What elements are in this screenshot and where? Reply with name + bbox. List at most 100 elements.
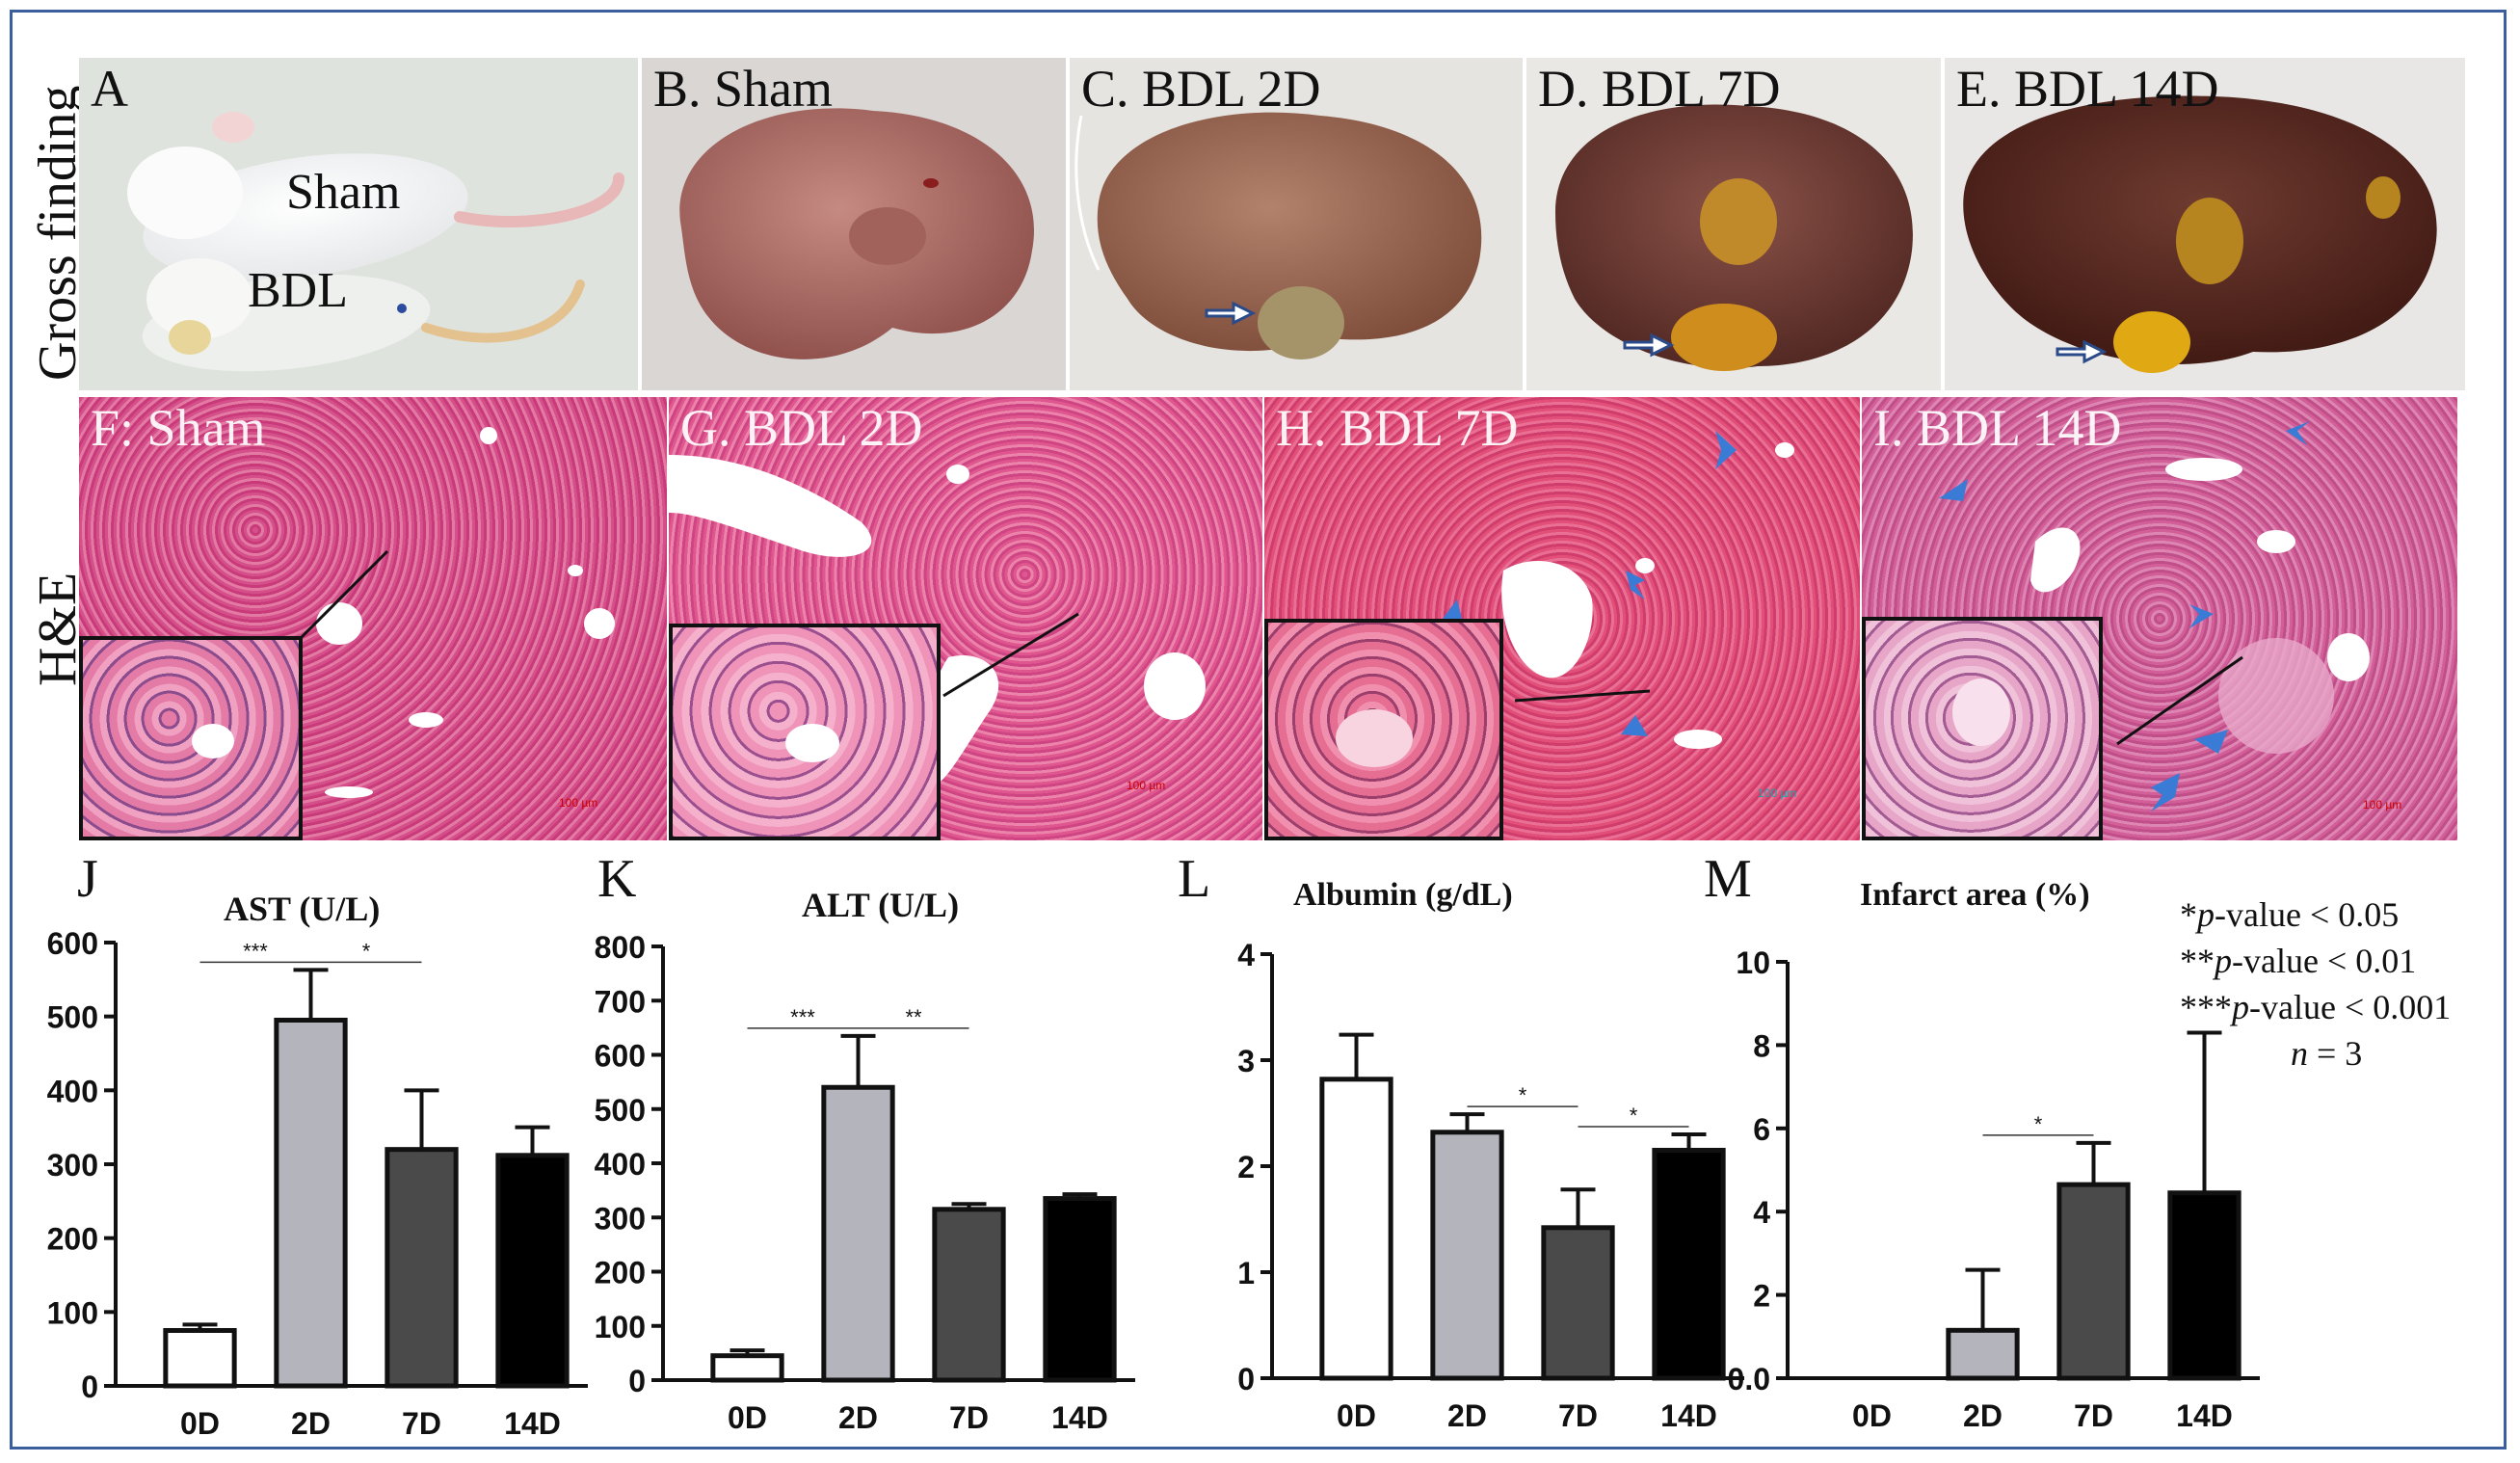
y-tick-label: 1 (1237, 1256, 1255, 1290)
figure-frame (10, 10, 2507, 1450)
arrowhead-i-5 (2151, 773, 2180, 811)
bar-2D (821, 1084, 895, 1383)
significance-label: * (362, 939, 371, 963)
arrowhead-i-4 (2194, 730, 2228, 754)
bar-14D (1043, 1196, 1117, 1383)
gross-panel-a: A Sham BDL (79, 58, 638, 390)
chart-letter-l: L (1178, 849, 1211, 909)
scale-bar-i: 100 µm (2363, 798, 2402, 811)
bar-14D (2167, 1190, 2241, 1381)
arrowhead-h-2 (1626, 571, 1645, 599)
panel-label-g: G. BDL 2D (680, 399, 923, 457)
y-tick-label: 3 (1237, 1044, 1255, 1078)
y-tick-label: 500 (47, 1000, 98, 1035)
significance-label: *** (243, 939, 268, 963)
panel-label-i: I. BDL 14D (1873, 399, 2122, 457)
y-tick-label: 6 (1753, 1112, 1770, 1147)
liver-bdl-7d-photo (1555, 104, 1913, 371)
scale-bar-f: 100 µm (559, 796, 598, 810)
he-bdl-14d-micrograph (1939, 421, 2370, 811)
gallbladder-arrow-d (1623, 332, 1675, 358)
chart-title-j: AST (U/L) (224, 890, 381, 928)
significance-legend: *p-value < 0.05 **p-value < 0.01 ***p-va… (2180, 891, 2451, 1077)
panel-label-h: H. BDL 7D (1276, 399, 1519, 457)
bar-7D (2056, 1182, 2131, 1381)
bdl-mouse-label: BDL (248, 263, 348, 318)
chart-letter-j: J (77, 849, 98, 909)
y-tick-label: 100 (47, 1295, 98, 1330)
gross-panel-b: B. Sham (642, 58, 1066, 390)
y-tick-label: 0 (1237, 1362, 1255, 1396)
x-tick-label: 0D (1852, 1398, 1892, 1433)
significance-label: *** (790, 1005, 815, 1029)
panel-label-f: F: Sham (91, 399, 266, 457)
bar-7D (932, 1207, 1006, 1383)
arrowhead-i-3 (2189, 604, 2214, 628)
arrowhead-i-2 (1939, 479, 1968, 501)
panel-label-b: B. Sham (653, 60, 834, 118)
bar-2D (1430, 1130, 1504, 1381)
x-tick-label: 7D (1558, 1398, 1598, 1433)
scale-bar-h: 100 µm (1758, 786, 1797, 800)
chart-title-l: Albumin (g/dL) (1293, 877, 1513, 913)
gallbladder-arrow-c (1205, 301, 1257, 326)
y-tick-label: 4 (1237, 938, 1255, 972)
y-tick-label: 4 (1753, 1195, 1770, 1230)
y-tick-label: 0 (628, 1364, 646, 1398)
x-tick-label: 2D (291, 1406, 331, 1441)
liver-bdl-14d-photo (1963, 95, 2437, 373)
panel-label-d: D. BDL 7D (1538, 60, 1781, 118)
y-tick-label: 100 (595, 1310, 646, 1344)
x-tick-label: 7D (2074, 1398, 2113, 1433)
bar-0D (710, 1353, 784, 1383)
he-panel-h: H. BDL 7D 100 µm (1264, 397, 1860, 840)
significance-label: ** (905, 1005, 922, 1029)
sham-mouse-label: Sham (286, 165, 401, 220)
x-tick-label: 0D (728, 1400, 767, 1435)
x-tick-label: 2D (1963, 1398, 2003, 1433)
gross-panel-c: C. BDL 2D (1070, 58, 1523, 390)
scale-bar-g: 100 µm (1127, 779, 1166, 792)
y-tick-label: 300 (595, 1201, 646, 1236)
y-tick-label: 400 (595, 1147, 646, 1182)
y-tick-label: 2 (1753, 1279, 1770, 1314)
he-bdl-7d-micrograph (1443, 431, 1794, 749)
x-tick-label: 14D (504, 1406, 561, 1441)
legend-line-2: **p-value < 0.01 (2180, 942, 2417, 980)
y-tick-label: 700 (595, 984, 646, 1019)
y-tick-label: 2 (1237, 1150, 1255, 1184)
y-tick-label: 200 (595, 1256, 646, 1290)
significance-label: * (2034, 1112, 2043, 1136)
legend-line-3: ***p-value < 0.001 (2180, 988, 2452, 1026)
y-tick-label: 200 (47, 1222, 98, 1257)
bar-2D (274, 1018, 348, 1389)
bar-2D (1946, 1327, 2020, 1381)
y-tick-label: 8 (1753, 1028, 1770, 1063)
chart-title-m: Infarct area (%) (1860, 877, 2090, 913)
y-tick-label: 400 (47, 1074, 98, 1108)
he-inset-h (1264, 619, 1503, 840)
gross-panel-d: D. BDL 7D (1526, 58, 1941, 390)
panel-label-e: E. BDL 14D (1956, 60, 2219, 118)
he-inset-f (79, 636, 303, 840)
y-tick-label: 500 (595, 1093, 646, 1128)
arrowhead-i-1 (2286, 421, 2310, 445)
x-tick-label: 2D (838, 1400, 878, 1435)
he-sham-micrograph (299, 427, 615, 798)
liver-bdl-2d-photo (1074, 112, 1482, 359)
legend-line-n: n = 3 (2291, 1034, 2363, 1073)
he-panel-i: I. BDL 14D 100 µm (1862, 397, 2457, 840)
x-tick-label: 0D (180, 1406, 220, 1441)
x-tick-label: 7D (402, 1406, 441, 1441)
y-tick-label: 300 (47, 1148, 98, 1183)
bar-0D (163, 1328, 237, 1389)
significance-label: * (1630, 1104, 1638, 1128)
x-tick-label: 0D (1337, 1398, 1376, 1433)
bar-0D (1319, 1077, 1393, 1381)
significance-label: * (1519, 1083, 1527, 1107)
arrowhead-h-1 (1715, 431, 1737, 469)
liver-sham-photo (679, 108, 1035, 359)
